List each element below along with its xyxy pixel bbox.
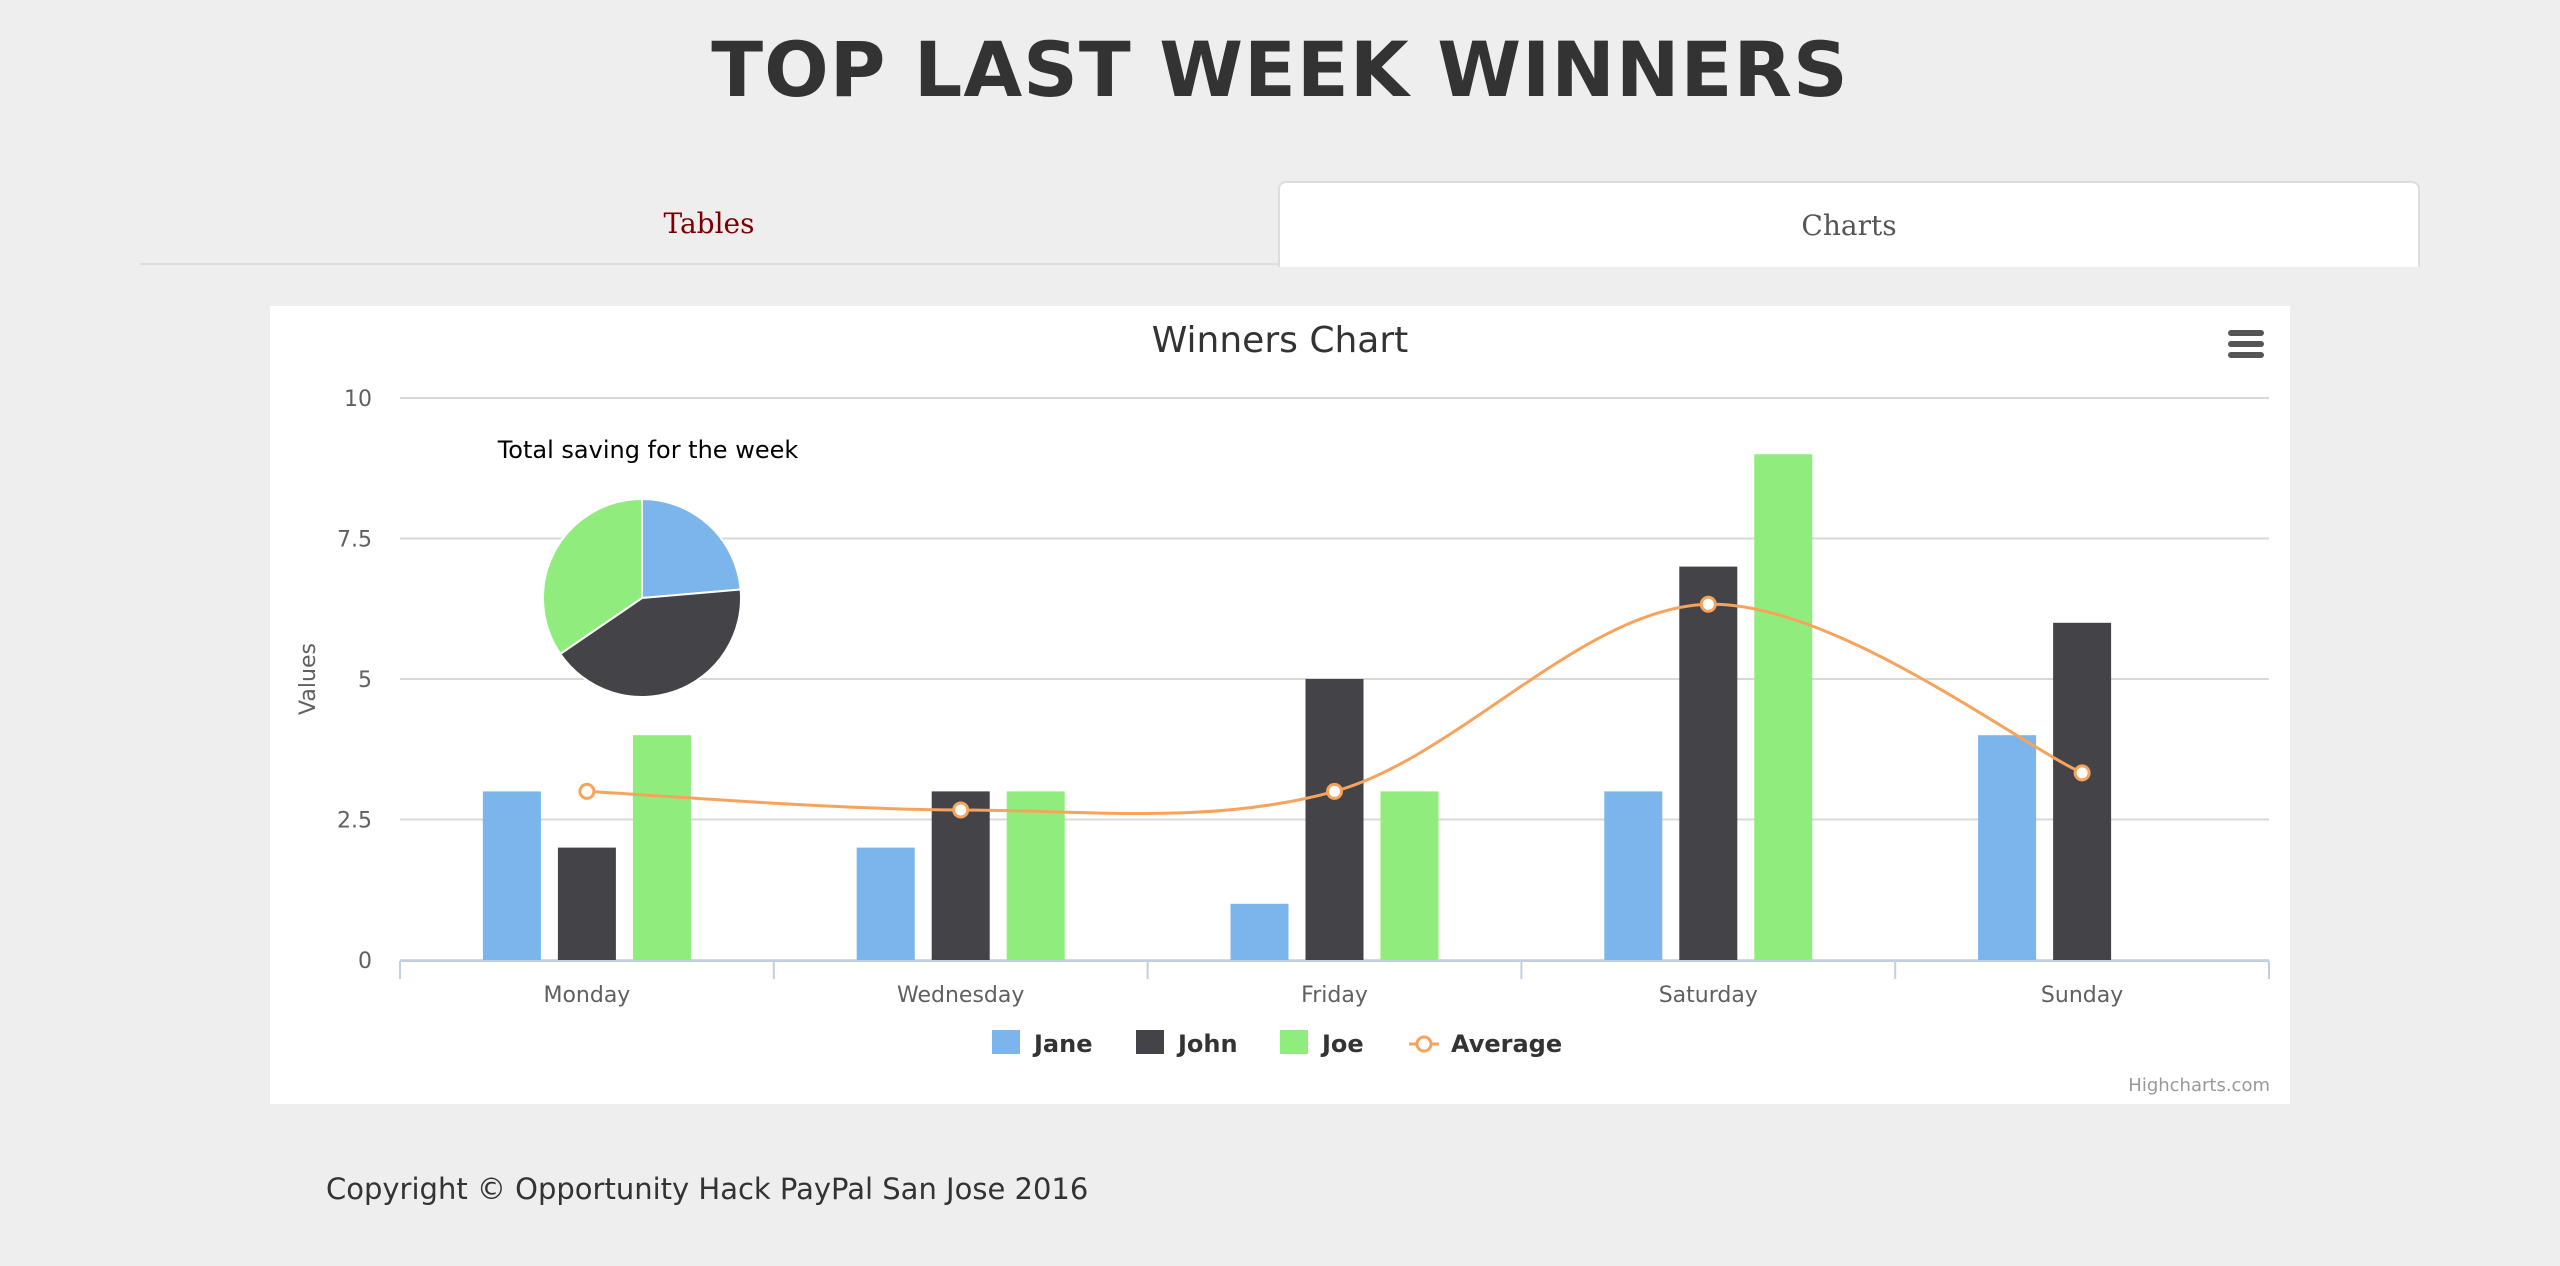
legend-swatch — [1280, 1030, 1308, 1054]
x-tick-label: Saturday — [1659, 983, 1758, 1008]
x-tick-label: Friday — [1301, 983, 1368, 1008]
chart-panel: Winners Chart 0 2.5 5 7.5 10 Values Monday Wedne… — [270, 306, 2290, 1104]
y-tick-label: 5 — [358, 668, 372, 693]
tab-tables[interactable]: Tables — [663, 206, 755, 240]
bar-jane — [1978, 735, 2037, 960]
x-tick-label: Sunday — [2041, 983, 2123, 1008]
average-line — [586, 602, 2083, 816]
pie-slice-jane — [641, 497, 742, 600]
legend-swatch — [1136, 1030, 1164, 1054]
legend-item-john[interactable]: John — [1136, 1030, 1238, 1058]
bar-joe — [1006, 791, 1065, 960]
chart-menu-icon[interactable] — [2228, 330, 2264, 362]
tab-bar: Tables Charts — [140, 181, 2420, 267]
legend-label: John — [1176, 1030, 1238, 1058]
bar-joe — [632, 735, 691, 960]
average-point — [952, 801, 970, 819]
bar-joe — [1380, 791, 1439, 960]
bar-john — [557, 847, 616, 960]
legend-label: Average — [1451, 1030, 1562, 1058]
average-point — [1326, 782, 1343, 800]
legend-marker — [1415, 1035, 1433, 1053]
legend-label: Joe — [1320, 1030, 1364, 1058]
pie-label: Total saving for the week — [497, 436, 799, 464]
legend-item-jane[interactable]: Jane — [992, 1030, 1093, 1058]
y-tick-label: 2.5 — [337, 809, 372, 834]
bar-jane — [856, 847, 915, 960]
chart-credits[interactable]: Highcharts.com — [2128, 1075, 2270, 1096]
pie-slice-joe — [542, 497, 643, 656]
bar-john — [931, 791, 990, 960]
winners-chart: Winners Chart 0 2.5 5 7.5 10 Values Monday Wedne… — [296, 320, 2270, 1058]
footer-copyright: Copyright © Opportunity Hack PayPal San … — [326, 1172, 1089, 1206]
average-point — [1699, 595, 1717, 613]
bar-jane — [1604, 791, 1663, 960]
y-tick-label: 7.5 — [337, 528, 372, 553]
bar-jane — [1230, 903, 1289, 960]
y-tick-label: 0 — [358, 949, 372, 974]
pie-slice-john — [558, 588, 742, 698]
bar-john — [1679, 566, 1738, 960]
bar-joe — [1754, 454, 1813, 960]
average-point — [2073, 764, 2091, 782]
chart-title: Winners Chart — [1152, 320, 1409, 361]
bar-jane — [482, 791, 541, 960]
bar-john — [1305, 679, 1364, 960]
legend-item-joe[interactable]: Joe — [1280, 1030, 1364, 1058]
bar-john — [2053, 622, 2112, 960]
legend-label: Jane — [1032, 1030, 1093, 1058]
tab-charts[interactable]: Charts — [1278, 181, 2420, 267]
y-tick-label: 10 — [344, 387, 372, 412]
legend-swatch — [992, 1030, 1020, 1054]
x-tick-label: Monday — [543, 983, 630, 1008]
legend-item-average[interactable]: Average — [1409, 1030, 1562, 1058]
x-tick-label: Wednesday — [897, 983, 1024, 1008]
page-title: TOP LAST WEEK WINNERS — [711, 25, 1849, 114]
y-axis-title: Values — [296, 643, 321, 715]
average-point — [578, 782, 596, 800]
